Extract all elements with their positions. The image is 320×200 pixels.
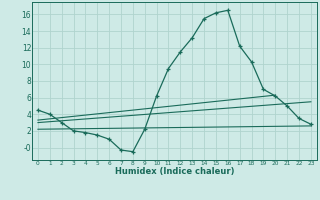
X-axis label: Humidex (Indice chaleur): Humidex (Indice chaleur) (115, 167, 234, 176)
